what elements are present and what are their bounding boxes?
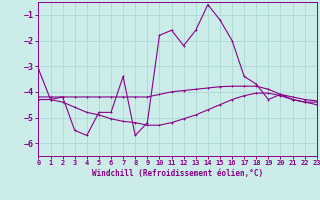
X-axis label: Windchill (Refroidissement éolien,°C): Windchill (Refroidissement éolien,°C) <box>92 169 263 178</box>
